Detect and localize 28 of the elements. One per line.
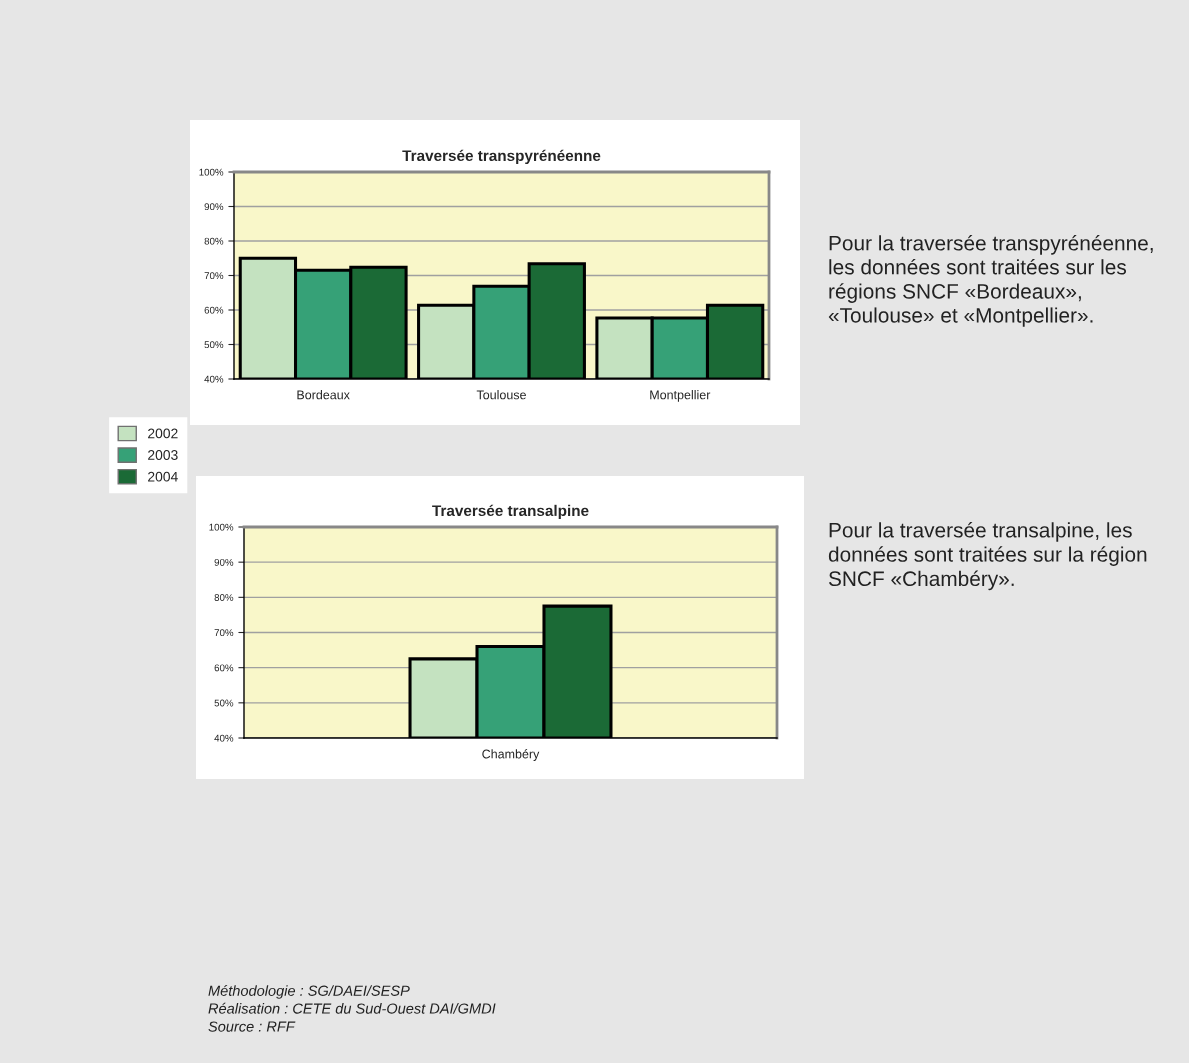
y-tick-label: 40% [214, 734, 234, 742]
x-tick-label: Montpellier [650, 390, 711, 402]
legend-label: 2003 [148, 450, 178, 460]
text: Réalisation : CETE du Sud-Ouest DAI/GMDI [208, 1002, 496, 1014]
legend-label: 2004 [148, 471, 178, 482]
y-tick-label: 90% [214, 558, 234, 566]
text: Pour la traversée transpyrénéenne, les données sont traitées sur les régions SNCF «Bordeaux», «Toulouse» et «Montpellier». [828, 235, 1153, 327]
y-tick-label: 100% [209, 523, 234, 531]
legend-label: 2002 [148, 428, 178, 439]
y-tick-label: 50% [214, 699, 234, 707]
y-tick-label: 80% [214, 594, 234, 601]
y-tick-label: 60% [204, 306, 224, 314]
y-tick-label: 70% [214, 629, 234, 637]
y-tick-label: 80% [204, 237, 224, 245]
y-tick-label: 40% [204, 375, 224, 383]
chart-title: Traversée transpyrénéenne [402, 149, 601, 165]
source-note: Source : RFF [208, 1021, 296, 1032]
text: Pour la traversée transalpine, les données sont traitées sur la région SNCF «Chambéry». [828, 522, 1147, 591]
y-tick-label: 100% [199, 168, 224, 176]
chart-title: Traversée transalpine [432, 504, 589, 520]
y-tick-label: 70% [204, 272, 224, 280]
y-tick-label: 90% [204, 203, 224, 211]
y-tick-label: 60% [214, 664, 234, 672]
x-tick-label: Bordeaux [297, 390, 350, 400]
y-tick-label: 50% [204, 341, 224, 349]
x-tick-label: Toulouse [476, 390, 526, 400]
text: Méthodologie : SG/DAEI/SESP [208, 985, 410, 999]
x-tick-label: Chambéry [482, 749, 540, 761]
